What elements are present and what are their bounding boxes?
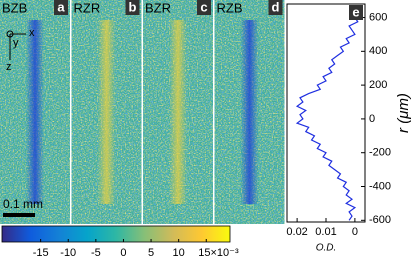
panel-label: c: [200, 0, 207, 14]
y-tick-label: 0: [369, 113, 375, 125]
colorbar-tick-label: -10: [60, 247, 76, 259]
x-tick-label: 0: [352, 226, 358, 238]
panel-label: e: [352, 4, 359, 19]
x-tick-label: 0.01: [315, 226, 336, 238]
panel-label: b: [129, 0, 137, 14]
colorbar-tick-label: 0: [120, 247, 126, 259]
panel-label-box: [125, 0, 140, 15]
panel-title: BZB: [2, 0, 27, 15]
y-axis-label: r (μm): [395, 93, 412, 133]
y-tick-label: -600: [369, 214, 391, 226]
scale-bar-label: 0.1 mm: [3, 197, 43, 211]
axis-label: z: [6, 61, 12, 73]
axis-label: y: [13, 37, 19, 49]
y-tick-label: -400: [369, 180, 391, 192]
colorbar-tick-label: 15×10⁻³: [198, 247, 239, 259]
panel-label-box: [349, 5, 363, 20]
colorbar-tick-label: -15: [33, 247, 49, 259]
plot-frame: [286, 3, 366, 223]
y-tick-label: 400: [369, 45, 387, 57]
panel-title: RZR: [74, 0, 101, 15]
colorbar: [1, 225, 231, 243]
panel-label-box: [197, 0, 211, 15]
panel-label: a: [57, 0, 65, 14]
scale-bar: [3, 213, 35, 217]
panel-label-box: [268, 0, 283, 15]
y-tick-label: -200: [369, 147, 391, 159]
colorbar-tick-label: -5: [91, 247, 101, 259]
panel-label: d: [272, 0, 280, 14]
panel-title: RZB: [217, 0, 243, 15]
axis-label: x: [29, 27, 35, 39]
x-tick-label: 0.02: [286, 226, 307, 238]
panel-label-box: [54, 0, 68, 15]
od-line: [295, 17, 359, 221]
y-tick-label: 600: [369, 11, 387, 23]
colorbar-tick-label: 10: [173, 247, 185, 259]
y-tick-label: 200: [369, 79, 387, 91]
panel-title: BZR: [145, 0, 171, 15]
x-axis-label: O.D.: [316, 243, 337, 254]
colorbar-tick-label: 5: [148, 247, 154, 259]
